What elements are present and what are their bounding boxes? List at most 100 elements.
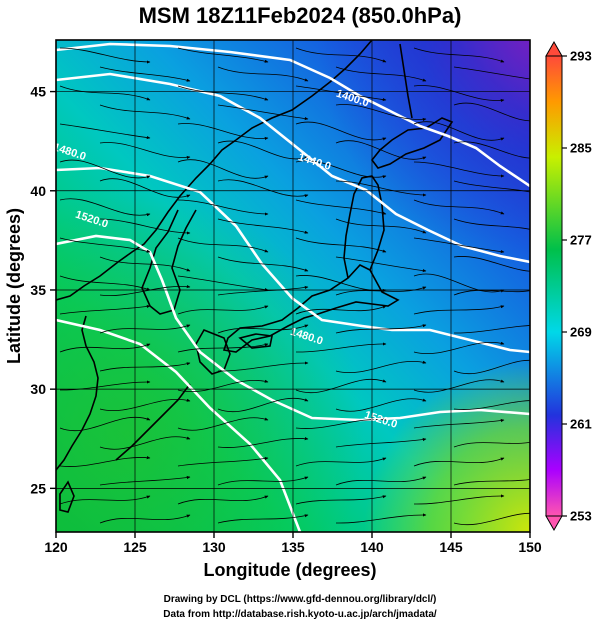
streamline bbox=[177, 47, 269, 63]
streamline bbox=[453, 400, 530, 410]
streamline bbox=[99, 514, 191, 524]
streamline bbox=[295, 199, 387, 215]
gridlines bbox=[56, 40, 530, 532]
streamline bbox=[177, 417, 269, 431]
x-tick-label: 145 bbox=[439, 539, 463, 555]
streamline bbox=[217, 397, 309, 413]
coastline-ryukyu bbox=[115, 383, 191, 461]
x-tick-label: 140 bbox=[360, 539, 384, 555]
streamline bbox=[177, 159, 269, 179]
streamline bbox=[177, 495, 269, 505]
streamline bbox=[295, 305, 387, 315]
streamline bbox=[335, 140, 427, 160]
contour-1520 bbox=[56, 234, 530, 422]
streamline bbox=[217, 179, 309, 198]
streamline bbox=[217, 324, 309, 334]
streamline bbox=[59, 198, 151, 217]
coastline-china-south bbox=[56, 315, 99, 471]
colorbar-max-arrow bbox=[545, 40, 563, 57]
streamline bbox=[453, 441, 530, 448]
streamline bbox=[217, 476, 309, 486]
streamline bbox=[413, 47, 505, 63]
streamline bbox=[177, 237, 269, 253]
streamline bbox=[335, 180, 427, 197]
streamline bbox=[59, 275, 151, 291]
streamline bbox=[295, 378, 387, 394]
coastline-china bbox=[56, 139, 237, 301]
streamline bbox=[335, 324, 427, 334]
streamline bbox=[453, 479, 530, 486]
streamline bbox=[413, 418, 505, 429]
streamline bbox=[217, 218, 309, 234]
streamline bbox=[99, 324, 191, 334]
contour-1480 bbox=[56, 166, 530, 354]
streamline bbox=[59, 47, 151, 64]
y-axis-label: Latitude (degrees) bbox=[4, 208, 24, 364]
streamline bbox=[99, 178, 191, 198]
x-axis: 120 125 130 135 140 145 150 bbox=[44, 532, 542, 555]
streamline bbox=[295, 342, 387, 353]
streamline bbox=[217, 285, 309, 296]
streamline bbox=[335, 398, 427, 412]
credit-drawing: Drawing by DCL (https://www.gfd-dennou.o… bbox=[164, 594, 437, 605]
streamline bbox=[295, 121, 387, 141]
streamline bbox=[59, 416, 151, 432]
x-axis-label: Longitude (degrees) bbox=[203, 560, 376, 580]
streamline bbox=[177, 379, 269, 392]
streamline bbox=[453, 289, 530, 296]
streamline bbox=[99, 475, 191, 486]
y-tick-label: 45 bbox=[30, 84, 46, 100]
streamline bbox=[217, 140, 309, 160]
x-tick-label: 150 bbox=[518, 539, 542, 555]
streamline bbox=[413, 121, 505, 141]
streamline bbox=[59, 343, 151, 353]
streamline bbox=[295, 237, 387, 253]
streamline bbox=[295, 495, 387, 505]
coastline-tohoku bbox=[343, 175, 385, 279]
coastline-korea bbox=[141, 209, 197, 315]
streamline bbox=[217, 514, 309, 524]
y-tick-label: 35 bbox=[30, 282, 46, 298]
y-tick-label: 25 bbox=[30, 480, 46, 496]
streamline bbox=[99, 256, 191, 272]
x-tick-label: 135 bbox=[281, 539, 305, 555]
streamline bbox=[99, 104, 191, 120]
streamline bbox=[413, 457, 505, 467]
streamline bbox=[453, 66, 530, 80]
coastline-russia bbox=[235, 40, 373, 141]
streamline bbox=[335, 476, 427, 486]
streamline bbox=[453, 218, 530, 230]
streamline bbox=[295, 47, 387, 63]
streamline bbox=[453, 102, 530, 122]
wind-streamlines bbox=[59, 47, 530, 526]
streamline bbox=[335, 286, 427, 296]
streamline bbox=[59, 237, 151, 253]
streamline bbox=[59, 159, 151, 179]
streamline bbox=[59, 495, 151, 505]
streamline bbox=[413, 85, 505, 103]
streamline bbox=[453, 256, 530, 272]
streamline bbox=[453, 512, 530, 526]
colorbar-label: 269 bbox=[570, 325, 592, 340]
colorbar-label: 285 bbox=[570, 141, 592, 156]
colorbar: 253 261 269 277 285 293 bbox=[545, 40, 592, 532]
streamline bbox=[335, 360, 427, 373]
contour-1440 bbox=[56, 72, 530, 264]
streamline bbox=[335, 66, 427, 82]
streamline bbox=[177, 456, 269, 467]
streamline bbox=[413, 494, 505, 505]
streamline bbox=[59, 85, 151, 101]
streamline bbox=[413, 379, 505, 393]
streamline bbox=[413, 161, 505, 178]
streamline bbox=[99, 398, 191, 411]
streamline bbox=[99, 218, 191, 235]
streamline bbox=[217, 256, 309, 272]
streamline bbox=[295, 418, 387, 429]
streamline bbox=[99, 285, 191, 297]
coastline-hokkaido bbox=[370, 117, 454, 169]
streamline bbox=[217, 66, 309, 82]
streamline bbox=[59, 456, 151, 467]
streamline bbox=[335, 256, 427, 273]
